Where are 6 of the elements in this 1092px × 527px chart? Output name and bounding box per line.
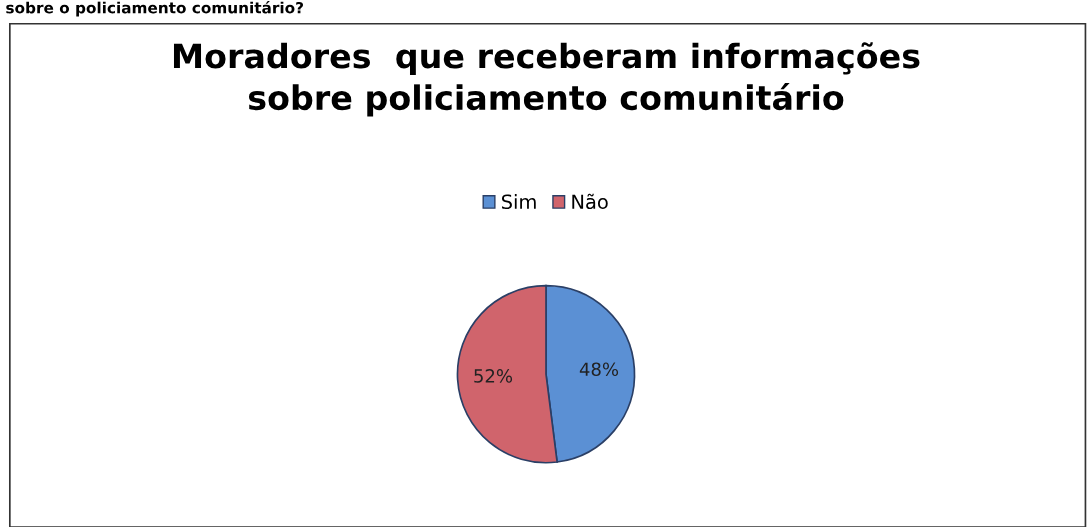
legend-label: Sim bbox=[501, 194, 536, 210]
text: sobre o policiamento comunitário? bbox=[6, 1, 304, 17]
data-label: 48% bbox=[579, 362, 619, 377]
legend-label: Não bbox=[572, 193, 608, 210]
data-label: 52% bbox=[474, 369, 513, 383]
chart-title: Moradores que receberam informações sobre policiamento comunitário bbox=[173, 42, 920, 117]
